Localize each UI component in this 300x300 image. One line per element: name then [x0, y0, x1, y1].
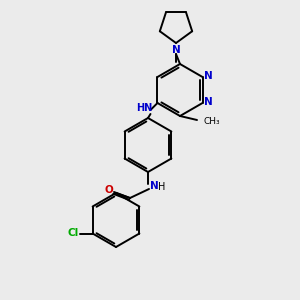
Text: O: O	[105, 185, 113, 195]
Text: CH₃: CH₃	[203, 116, 220, 125]
Text: N: N	[204, 97, 213, 107]
Text: H: H	[158, 182, 166, 192]
Text: N: N	[172, 45, 180, 55]
Text: N: N	[150, 181, 158, 191]
Text: N: N	[204, 71, 213, 81]
Text: HN: HN	[136, 103, 153, 113]
Text: Cl: Cl	[68, 229, 79, 238]
